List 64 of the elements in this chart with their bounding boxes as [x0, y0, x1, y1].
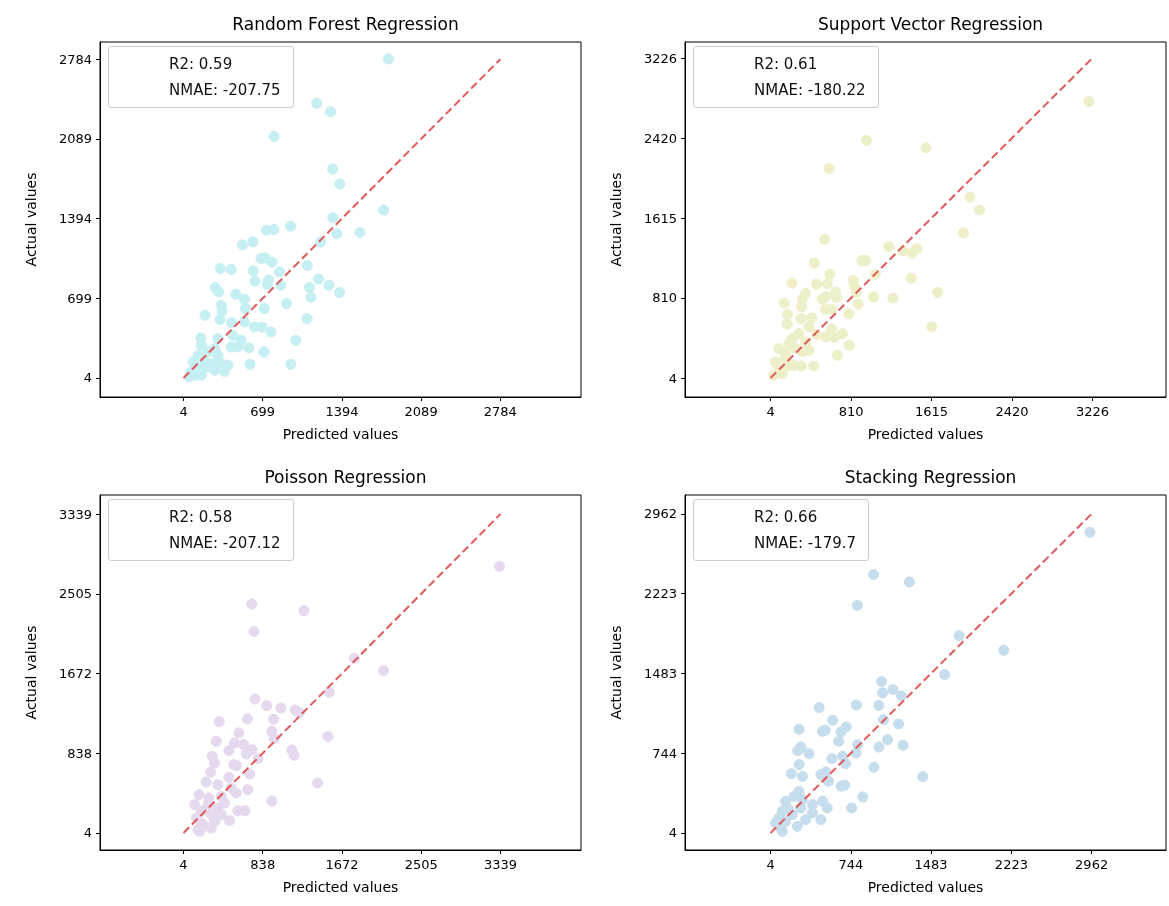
x-tick-label: 838 [250, 857, 276, 872]
y-tick-label: 1672 [58, 665, 92, 681]
y-tick-label: 2784 [58, 51, 92, 67]
x-tick-label: 3339 [483, 857, 518, 872]
y-axis-title: Actual values [608, 625, 624, 720]
annotation: NMAE: -207.12 [169, 533, 281, 554]
chart-title: Support Vector Regression [817, 13, 1044, 34]
annotation: NMAE: -180.22 [754, 80, 866, 101]
x-axis-title: Predicted values [282, 879, 399, 895]
y-tick-label: 4 [668, 825, 677, 841]
y-tick-label: 2962 [643, 506, 677, 522]
annotation: R2: 0.59 [169, 54, 234, 75]
y-tick-label: 4 [83, 825, 92, 841]
y-tick-label: 810 [652, 290, 677, 306]
x-tick-label: 2089 [404, 404, 438, 419]
x-tick-label: 1672 [325, 857, 359, 872]
annotation: NMAE: -179.7 [754, 533, 857, 554]
text-box: R2: 0.58 NMAE: -207.12 [108, 499, 294, 561]
y-tick-label: 2223 [643, 586, 677, 602]
y-tick-label: 3339 [58, 506, 92, 522]
y-tick-label: 4 [668, 370, 677, 386]
x-tick-label: 4 [766, 857, 775, 872]
y-axis-title: Actual values [23, 172, 39, 267]
text-box: R2: 0.66 NMAE: -179.7 [693, 499, 870, 561]
x-tick-label: 1615 [914, 404, 949, 419]
x-tick-label: 4 [766, 404, 775, 419]
annotation: R2: 0.66 [754, 507, 819, 528]
y-tick-label: 2420 [643, 130, 677, 146]
y-tick-label: 2089 [58, 131, 92, 147]
y-tick-label: 699 [67, 290, 92, 306]
y-tick-label: 744 [652, 745, 677, 761]
x-tick-label: 744 [838, 857, 864, 872]
x-tick-label: 810 [838, 404, 864, 419]
x-tick-label: 2505 [404, 857, 438, 872]
annotation: NMAE: -207.75 [169, 80, 281, 101]
x-tick-label: 4 [179, 857, 188, 872]
x-tick-label: 2223 [994, 857, 1028, 872]
x-tick-label: 2962 [1075, 857, 1109, 872]
x-tick-label: 2420 [995, 404, 1029, 419]
y-tick-label: 3226 [643, 50, 677, 66]
x-tick-label: 1394 [325, 404, 359, 419]
y-tick-label: 1483 [643, 665, 677, 681]
x-tick-label: 699 [250, 404, 276, 419]
chart-title: Stacking Regression [844, 466, 1017, 487]
y-tick-label: 2505 [58, 586, 92, 602]
y-axis-title: Actual values [23, 625, 39, 720]
y-tick-label: 1394 [58, 211, 92, 227]
chart-title: Random Forest Regression [232, 13, 459, 34]
x-tick-label: 3226 [1075, 404, 1110, 419]
y-tick-label: 1615 [643, 210, 677, 226]
y-axis-title: Actual values [608, 172, 624, 267]
text-box: R2: 0.61 NMAE: -180.22 [693, 46, 879, 108]
annotation: R2: 0.61 [754, 54, 819, 75]
x-axis-title: Predicted values [282, 426, 399, 442]
x-tick-label: 4 [179, 404, 188, 419]
text-box: R2: 0.59 NMAE: -207.75 [108, 46, 294, 108]
x-tick-label: 2784 [483, 404, 517, 419]
y-tick-label: 4 [83, 370, 92, 386]
chart-title: Poisson Regression [264, 466, 427, 487]
x-axis-title: Predicted values [867, 426, 984, 442]
y-tick-label: 838 [67, 745, 92, 761]
annotation: R2: 0.58 [169, 507, 234, 528]
x-tick-label: 1483 [914, 857, 948, 872]
x-axis-title: Predicted values [867, 879, 984, 895]
